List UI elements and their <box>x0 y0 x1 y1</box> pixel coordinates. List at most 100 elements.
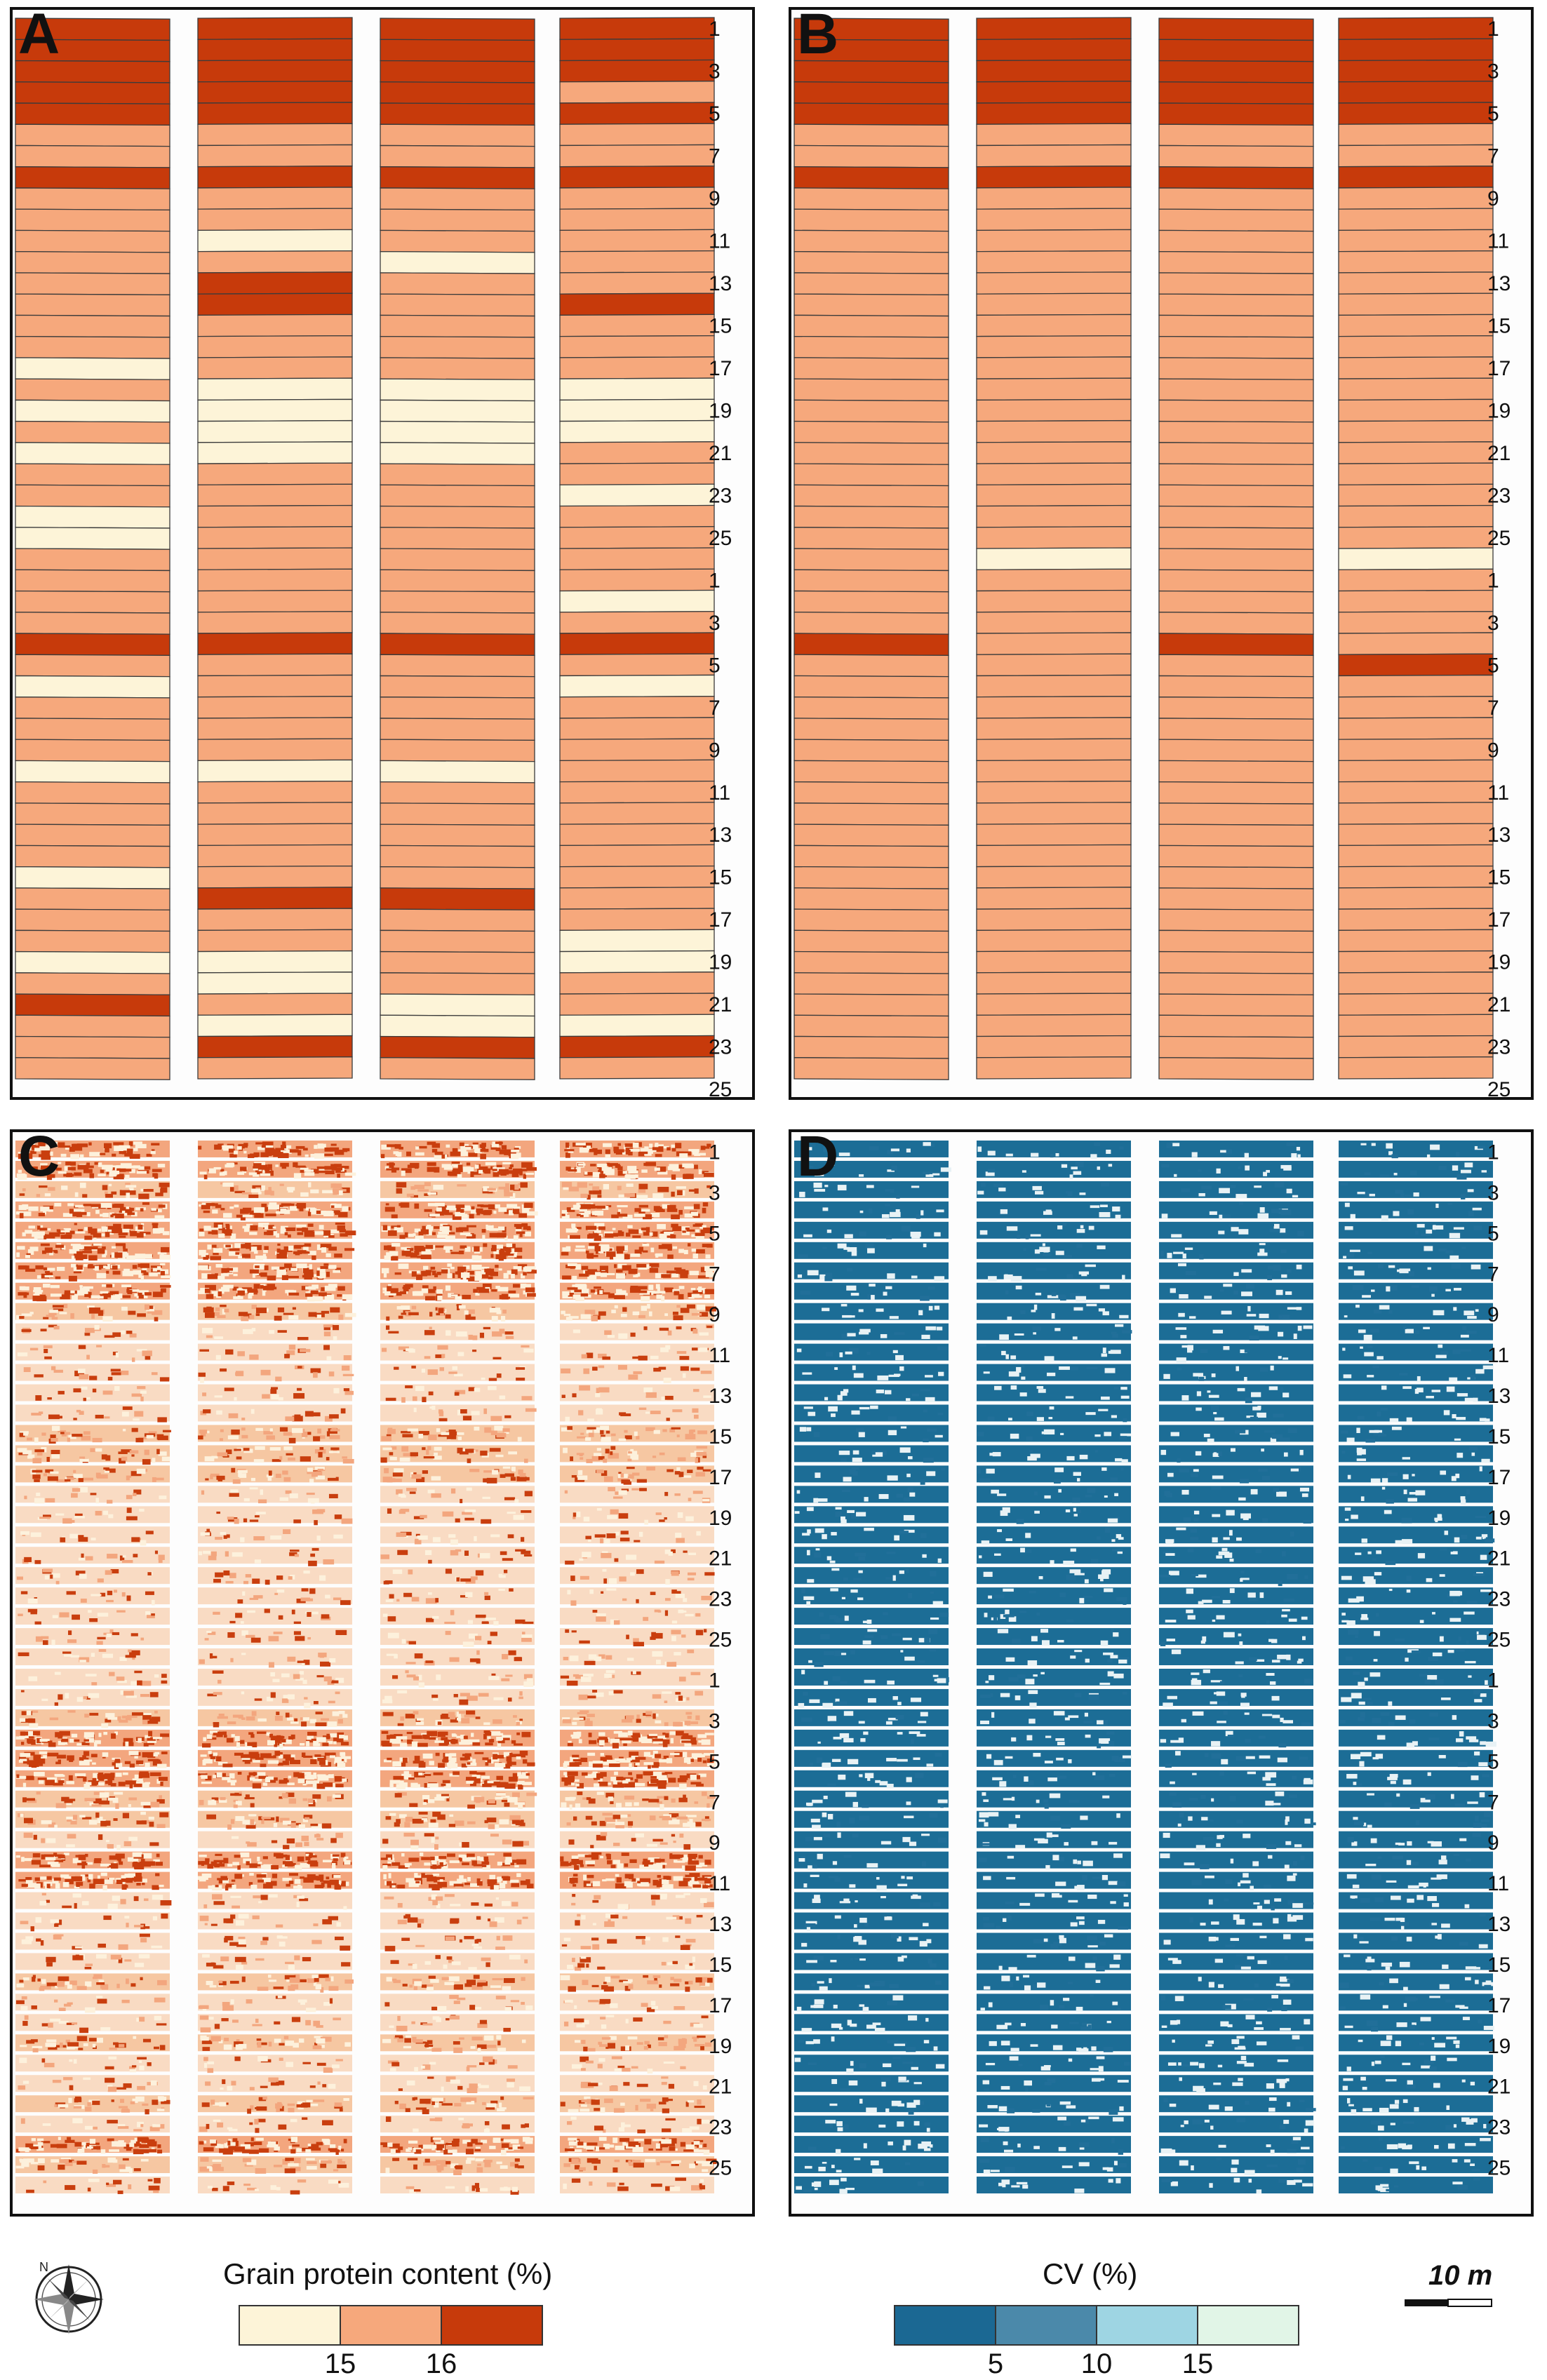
pixel-speck <box>149 1772 161 1777</box>
pixel-speck <box>271 1840 278 1843</box>
pixel-speck <box>484 1209 493 1214</box>
pixel-speck <box>27 1799 37 1803</box>
pixel-speck <box>432 1537 441 1542</box>
pixel-speck <box>78 1486 88 1493</box>
pixel-speck <box>260 1941 267 1945</box>
pixel-speck <box>297 1895 304 1899</box>
pixel-speck <box>261 1145 266 1148</box>
pixel-speck <box>41 1892 46 1896</box>
plot-cell <box>793 548 949 572</box>
pixel-speck <box>316 2142 323 2146</box>
pixel-speck <box>319 1761 326 1766</box>
pixel-speck <box>252 1578 260 1584</box>
pixel-speck <box>261 1164 268 1170</box>
panel-B-plot-column <box>1158 18 1314 1080</box>
pixel-speck <box>267 1975 272 1978</box>
pixel-speck <box>488 1799 495 1804</box>
pixel-speck <box>426 1449 429 1455</box>
pixel-speck <box>34 1772 45 1777</box>
pixel-speck <box>95 1448 102 1452</box>
pixel-speck <box>79 1458 89 1463</box>
pixel-speck <box>460 1578 471 1582</box>
pixel-speck <box>140 1977 143 1981</box>
pixel-speck <box>495 1947 505 1950</box>
panel-C-map: 1357911131517192123251357911131517192123… <box>15 1141 732 2195</box>
pixel-speck <box>34 1449 45 1453</box>
pixel-speck <box>342 1189 347 1192</box>
pixel-speck <box>421 1251 432 1257</box>
pixel-speck <box>412 2038 416 2042</box>
pixel-speck <box>307 1636 312 1640</box>
pixel-speck <box>450 1151 461 1157</box>
pixel-speck <box>237 1351 245 1357</box>
pixel-strip <box>15 1343 170 1361</box>
plot-cell <box>380 484 535 508</box>
pixel-speck <box>460 1232 471 1235</box>
pixel-speck <box>126 1255 135 1260</box>
row-label: 7 <box>1487 145 1499 168</box>
pixel-speck <box>157 2149 163 2154</box>
plot-cell <box>1338 887 1494 910</box>
plot-cell <box>1158 1014 1314 1038</box>
pixel-speck <box>83 1696 88 1700</box>
pixel-speck <box>105 1148 109 1152</box>
pixel-speck <box>140 1859 145 1862</box>
pixel-speck <box>246 2159 257 2165</box>
pixel-speck <box>60 1732 70 1736</box>
pixel-speck <box>275 1924 283 1928</box>
pixel-speck <box>427 1203 438 1206</box>
pixel-speck <box>508 1210 514 1216</box>
pixel-speck <box>213 1775 217 1778</box>
pixel-speck <box>408 1233 415 1237</box>
pixel-speck <box>268 1753 272 1758</box>
pixel-speck <box>102 1774 113 1780</box>
plot-cell <box>793 166 949 189</box>
pixel-speck <box>222 1148 230 1151</box>
pixel-speck <box>127 1714 138 1719</box>
plot-cell <box>15 187 170 211</box>
pixel-speck <box>231 1879 236 1882</box>
pixel-speck <box>328 1916 338 1921</box>
pixel-speck <box>341 1881 346 1887</box>
pixel-strip <box>380 1932 535 1950</box>
pixel-speck <box>272 1459 281 1463</box>
pixel-speck <box>439 1226 450 1232</box>
pixel-speck <box>290 1206 298 1211</box>
pixel-speck <box>142 1715 152 1720</box>
pixel-speck <box>132 2144 138 2147</box>
pixel-speck <box>417 1189 429 1192</box>
pixel-speck <box>158 1204 166 1208</box>
pixel-speck <box>514 1247 523 1252</box>
pixel-speck <box>274 2146 280 2151</box>
pixel-speck <box>513 1715 517 1718</box>
pixel-speck <box>518 1213 528 1218</box>
pixel-speck <box>486 1225 494 1231</box>
pixel-speck <box>123 1248 128 1253</box>
pixel-speck <box>207 2068 214 2073</box>
pixel-speck <box>457 1878 467 1883</box>
pixel-speck <box>335 1222 345 1225</box>
pixel-speck <box>222 1777 231 1780</box>
pixel-speck <box>270 1190 274 1196</box>
pixel-speck <box>105 1455 111 1461</box>
pixel-speck <box>112 1270 121 1275</box>
pixel-speck <box>237 1865 241 1870</box>
pixel-speck <box>109 1172 116 1177</box>
pixel-speck <box>23 1211 32 1216</box>
pixel-speck <box>482 1783 492 1787</box>
pixel-speck <box>341 1962 351 1967</box>
pixel-speck <box>488 1386 497 1390</box>
pixel-speck <box>320 2036 332 2042</box>
pixel-speck <box>74 1903 77 1909</box>
pixel-speck <box>232 2019 239 2023</box>
pixel-speck <box>60 1537 66 1542</box>
pixel-speck <box>409 1803 418 1808</box>
row-label: 21 <box>709 442 732 465</box>
pixel-speck <box>320 1266 330 1270</box>
pixel-speck <box>120 1206 130 1212</box>
pixel-speck <box>17 1352 28 1357</box>
pixel-speck <box>298 1824 305 1829</box>
plot-cell <box>793 993 949 1017</box>
pixel-speck <box>514 1743 523 1746</box>
pixel-speck <box>241 1630 248 1636</box>
